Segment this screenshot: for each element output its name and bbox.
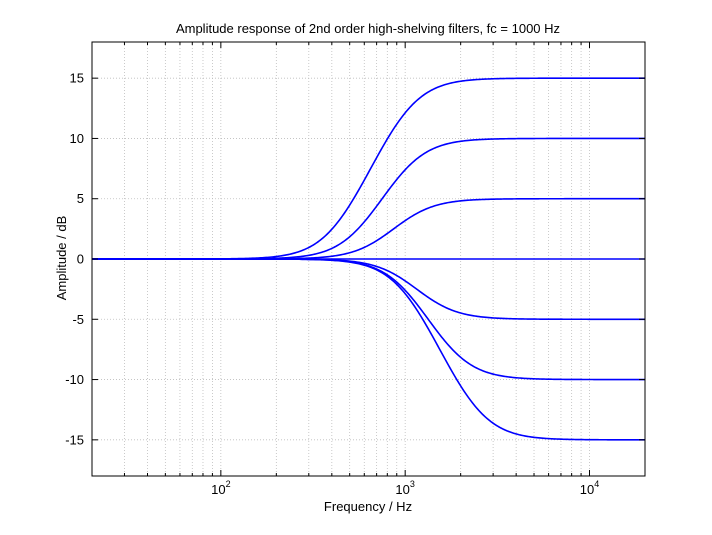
y-tick-label: -10	[65, 372, 84, 387]
x-tick-label: 103	[395, 479, 414, 497]
y-tick-label: -5	[72, 312, 84, 327]
series-line	[92, 258, 645, 441]
y-tick-label: 0	[77, 252, 84, 267]
y-tick-label: 15	[70, 71, 84, 86]
y-tick-label: -15	[65, 432, 84, 447]
x-tick-label: 104	[580, 479, 599, 497]
y-tick-label: 10	[70, 131, 84, 146]
y-axis-label: Amplitude / dB	[54, 216, 69, 301]
x-axis-label: Frequency / Hz	[324, 499, 412, 514]
plot-curves	[92, 77, 645, 441]
y-tick-label: 5	[77, 191, 84, 206]
y-tick-labels: -15 -10 -5 0 5 10 15	[65, 71, 84, 448]
x-tick-label: 102	[211, 479, 230, 497]
chart-title: Amplitude response of 2nd order high-she…	[176, 21, 560, 36]
axis-ticks	[91, 42, 646, 476]
x-tick-labels: 102 103 104	[211, 479, 599, 497]
